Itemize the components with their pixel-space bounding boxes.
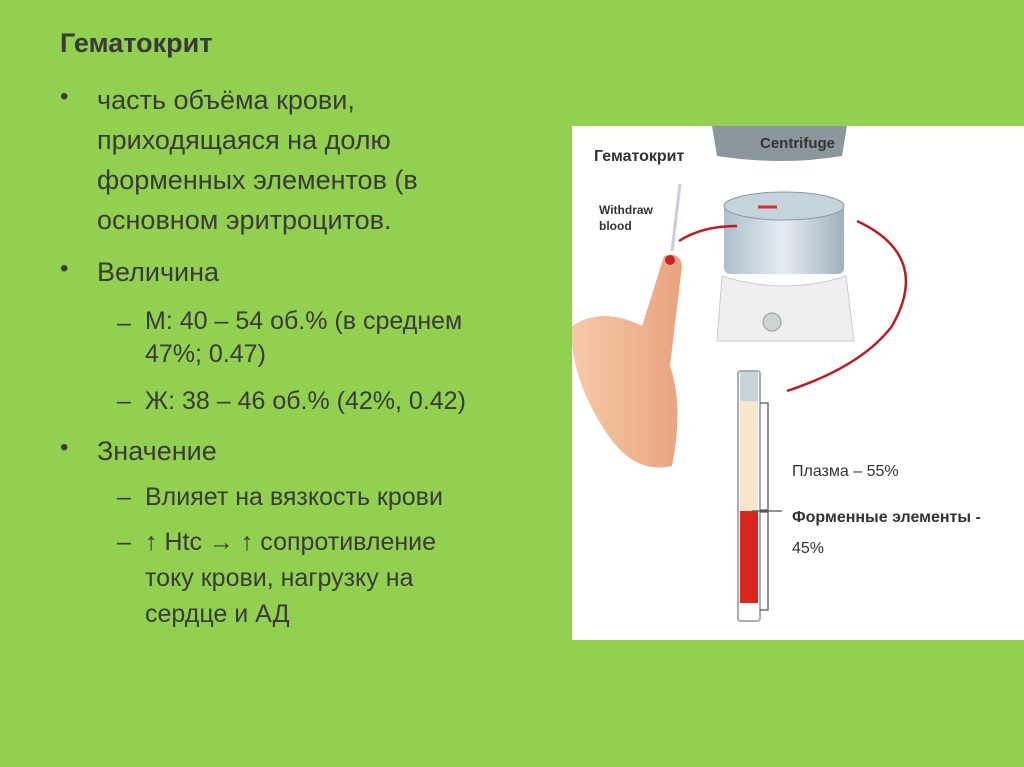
text-line: основном эритроцитов. bbox=[97, 205, 392, 235]
arrow-icon bbox=[678, 224, 738, 243]
hematocrit-illustration: Centrifuge Гематокрит Withdraw blood Пла… bbox=[572, 121, 1024, 640]
arrow-icon bbox=[786, 219, 908, 393]
figure-title: Гематокрит bbox=[594, 148, 684, 165]
bullet-icon: • bbox=[60, 255, 69, 282]
text-line: току крови, нагрузку на bbox=[145, 564, 414, 592]
sub-bullet-text: ↑ Htc → ↑ сопротивление току крови, нагр… bbox=[145, 524, 436, 632]
text-line: сердце и АД bbox=[145, 600, 290, 628]
cells-label-1: Форменные элементы - bbox=[792, 509, 981, 526]
bullet-text: Значение bbox=[97, 436, 217, 466]
sub-bullet-text: М: 40 – 54 об.% (в среднем 47%; 0.47) bbox=[145, 305, 462, 371]
text-line: приходящаяся на долю bbox=[97, 125, 391, 155]
text-line: часть объёма крови, bbox=[97, 85, 355, 115]
text-line: М: 40 – 54 об.% (в среднем bbox=[145, 307, 463, 335]
hand-icon bbox=[572, 183, 682, 468]
sub-bullet-text: Влияет на вязкость крови bbox=[145, 483, 443, 511]
cells-layer bbox=[740, 511, 758, 603]
text-line: форменных элементов (в bbox=[97, 165, 418, 195]
text-line: ↑ Htc → ↑ сопротивление bbox=[145, 528, 437, 556]
cells-label-2: 45% bbox=[792, 540, 824, 557]
slide-title: Гематокрит bbox=[60, 28, 213, 58]
centrifuge-icon bbox=[712, 121, 855, 342]
dash-icon: – bbox=[117, 528, 131, 556]
dash-icon: – bbox=[117, 309, 131, 337]
plasma-layer bbox=[740, 401, 758, 511]
text-line: 47%; 0.47) bbox=[145, 340, 266, 368]
bullet-text: Величина bbox=[97, 257, 220, 287]
hematocrit-tube bbox=[737, 370, 782, 622]
dash-icon: – bbox=[117, 483, 131, 511]
sub-bullet-text: Ж: 38 – 46 об.% (42%, 0.42) bbox=[145, 387, 466, 415]
plasma-label: Плазма – 55% bbox=[792, 463, 899, 480]
illustration-svg: Centrifuge Гематокрит Withdraw blood Пла… bbox=[572, 121, 981, 622]
dash-icon: – bbox=[117, 387, 131, 415]
withdraw-label-1: Withdraw bbox=[599, 203, 654, 217]
centrifuge-label: Centrifuge bbox=[760, 135, 835, 152]
bullet-text: часть объёма крови, приходящаяся на долю… bbox=[97, 80, 418, 240]
withdraw-label-2: blood bbox=[599, 219, 632, 233]
bullet-icon: • bbox=[60, 434, 69, 461]
bullet-icon: • bbox=[60, 83, 69, 110]
